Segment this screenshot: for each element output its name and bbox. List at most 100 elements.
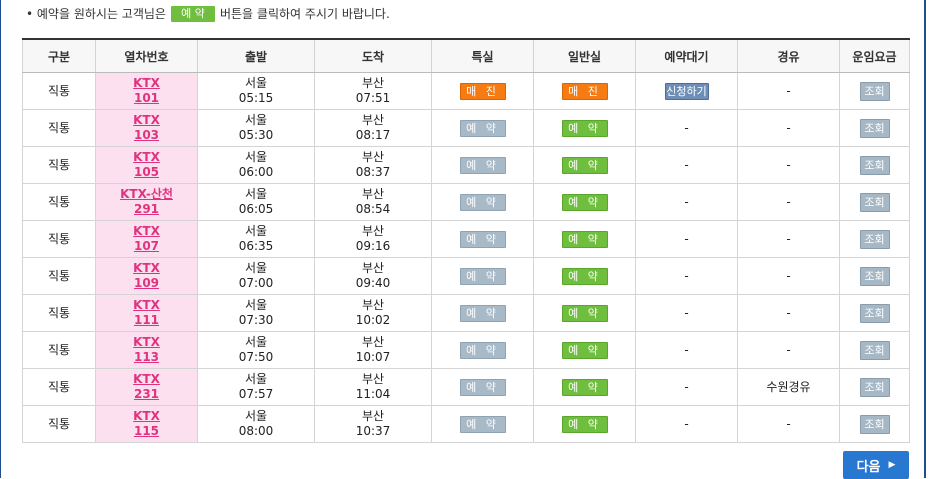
cell-arrival: 부산 09:40 — [314, 257, 432, 295]
train-name: KTX — [133, 261, 160, 275]
train-name: KTX — [133, 409, 160, 423]
train-number-link[interactable]: KTX 105 — [133, 150, 160, 179]
cell-train-number: KTX 107 — [95, 220, 198, 258]
arrival-time: 09:16 — [355, 239, 391, 253]
cell-type: 직통 — [22, 331, 96, 369]
train-number-link[interactable]: KTX 111 — [133, 298, 160, 327]
economy-button[interactable]: 예 약 — [561, 156, 608, 174]
cell-waitlist: - — [635, 405, 738, 443]
cell-economy: 예 약 — [533, 368, 636, 406]
cell-first-class: 예 약 — [431, 183, 534, 221]
departure-time: 07:50 — [238, 350, 274, 364]
train-number-link[interactable]: KTX 109 — [133, 261, 160, 290]
waitlist-apply-button[interactable]: 신청하기 — [664, 82, 709, 100]
cell-via: - — [737, 220, 840, 258]
table-row: 직통 KTX 109 서울 07:00 부산 09:40 예 약 예 약 - - 조회 — [22, 257, 910, 295]
train-number-link[interactable]: KTX 113 — [133, 335, 160, 364]
departure-station: 서울 — [244, 298, 268, 312]
notice-suffix: 버튼을 클릭하여 주시기 바랍니다. — [219, 7, 390, 21]
train-number-link[interactable]: KTX 103 — [133, 113, 160, 142]
first-class-button: 예 약 — [459, 156, 506, 174]
train-name: KTX — [133, 113, 160, 127]
cell-economy: 예 약 — [533, 294, 636, 332]
cell-waitlist: - — [635, 183, 738, 221]
economy-button[interactable]: 예 약 — [561, 341, 608, 359]
train-number-link[interactable]: KTX 231 — [133, 372, 160, 401]
train-number-link[interactable]: KTX-산천 291 — [120, 187, 173, 216]
cell-departure: 서울 07:30 — [197, 294, 315, 332]
fare-lookup-button[interactable]: 조회 — [859, 266, 890, 286]
fare-lookup-button[interactable]: 조회 — [859, 377, 890, 397]
fare-lookup-button[interactable]: 조회 — [859, 81, 890, 101]
header-first-class: 특실 — [431, 38, 534, 73]
economy-button[interactable]: 예 약 — [561, 119, 608, 137]
train-name: KTX — [133, 372, 160, 386]
economy-button[interactable]: 예 약 — [561, 378, 608, 396]
cell-type: 직통 — [22, 220, 96, 258]
fare-lookup-button[interactable]: 조회 — [859, 229, 890, 249]
train-no: 103 — [133, 128, 160, 142]
departure-station: 서울 — [244, 150, 268, 164]
cell-waitlist: 신청하기 — [635, 72, 738, 110]
table-row: 직통 KTX 111 서울 07:30 부산 10:02 예 약 예 약 - - 조회 — [22, 294, 910, 332]
cell-fare: 조회 — [839, 368, 910, 406]
first-class-button: 예 약 — [459, 119, 506, 137]
cell-via: 수원경유 — [737, 368, 840, 406]
waitlist-value: - — [684, 305, 689, 320]
cell-waitlist: - — [635, 294, 738, 332]
arrival-station: 부산 — [361, 187, 385, 201]
table-row: 직통 KTX 107 서울 06:35 부산 09:16 예 약 예 약 - - 조회 — [22, 220, 910, 258]
train-name: KTX — [133, 298, 160, 312]
economy-button[interactable]: 예 약 — [561, 267, 608, 285]
frame-border-right — [924, 0, 926, 478]
economy-button[interactable]: 예 약 — [561, 230, 608, 248]
arrival-station: 부산 — [361, 76, 385, 90]
cell-arrival: 부산 08:54 — [314, 183, 432, 221]
fare-lookup-button[interactable]: 조회 — [859, 414, 890, 434]
cell-train-number: KTX 103 — [95, 109, 198, 147]
train-number-link[interactable]: KTX 101 — [133, 76, 160, 105]
cell-waitlist: - — [635, 109, 738, 147]
departure-time: 05:15 — [238, 91, 274, 105]
first-class-button: 예 약 — [459, 230, 506, 248]
cell-arrival: 부산 10:02 — [314, 294, 432, 332]
arrival-station: 부산 — [361, 150, 385, 164]
arrow-right-icon: ▶ — [888, 460, 896, 470]
train-name: KTX — [133, 224, 160, 238]
fare-lookup-button[interactable]: 조회 — [859, 155, 890, 175]
economy-button[interactable]: 예 약 — [561, 304, 608, 322]
cell-economy: 예 약 — [533, 331, 636, 369]
next-button[interactable]: 다음 ▶ — [843, 451, 909, 479]
fare-lookup-button[interactable]: 조회 — [859, 192, 890, 212]
cell-type: 직통 — [22, 294, 96, 332]
cell-waitlist: - — [635, 257, 738, 295]
departure-time: 07:00 — [238, 276, 274, 290]
cell-train-number: KTX 101 — [95, 72, 198, 110]
cell-type: 직통 — [22, 72, 96, 110]
fare-lookup-button[interactable]: 조회 — [859, 340, 890, 360]
cell-type: 직통 — [22, 109, 96, 147]
arrival-time: 08:37 — [355, 165, 391, 179]
departure-time: 06:35 — [238, 239, 274, 253]
arrival-time: 11:04 — [355, 387, 391, 401]
cell-economy: 예 약 — [533, 257, 636, 295]
cell-first-class: 매 진 — [431, 72, 534, 110]
train-number-link[interactable]: KTX 107 — [133, 224, 160, 253]
train-number-link[interactable]: KTX 115 — [133, 409, 160, 438]
train-no: 231 — [133, 387, 160, 401]
economy-button[interactable]: 예 약 — [561, 193, 608, 211]
first-class-button: 매 진 — [459, 82, 506, 100]
cell-departure: 서울 06:35 — [197, 220, 315, 258]
cell-arrival: 부산 08:37 — [314, 146, 432, 184]
train-schedule-table: 구분 열차번호 출발 도착 특실 일반실 예약대기 경유 운임요금 직통 KTX… — [22, 38, 910, 443]
waitlist-value: - — [684, 342, 689, 357]
departure-station: 서울 — [244, 409, 268, 423]
cell-via: - — [737, 405, 840, 443]
fare-lookup-button[interactable]: 조회 — [859, 118, 890, 138]
economy-button: 매 진 — [561, 82, 608, 100]
fare-lookup-button[interactable]: 조회 — [859, 303, 890, 323]
cell-train-number: KTX 115 — [95, 405, 198, 443]
economy-button[interactable]: 예 약 — [561, 415, 608, 433]
cell-fare: 조회 — [839, 183, 910, 221]
header-departure: 출발 — [197, 38, 315, 73]
